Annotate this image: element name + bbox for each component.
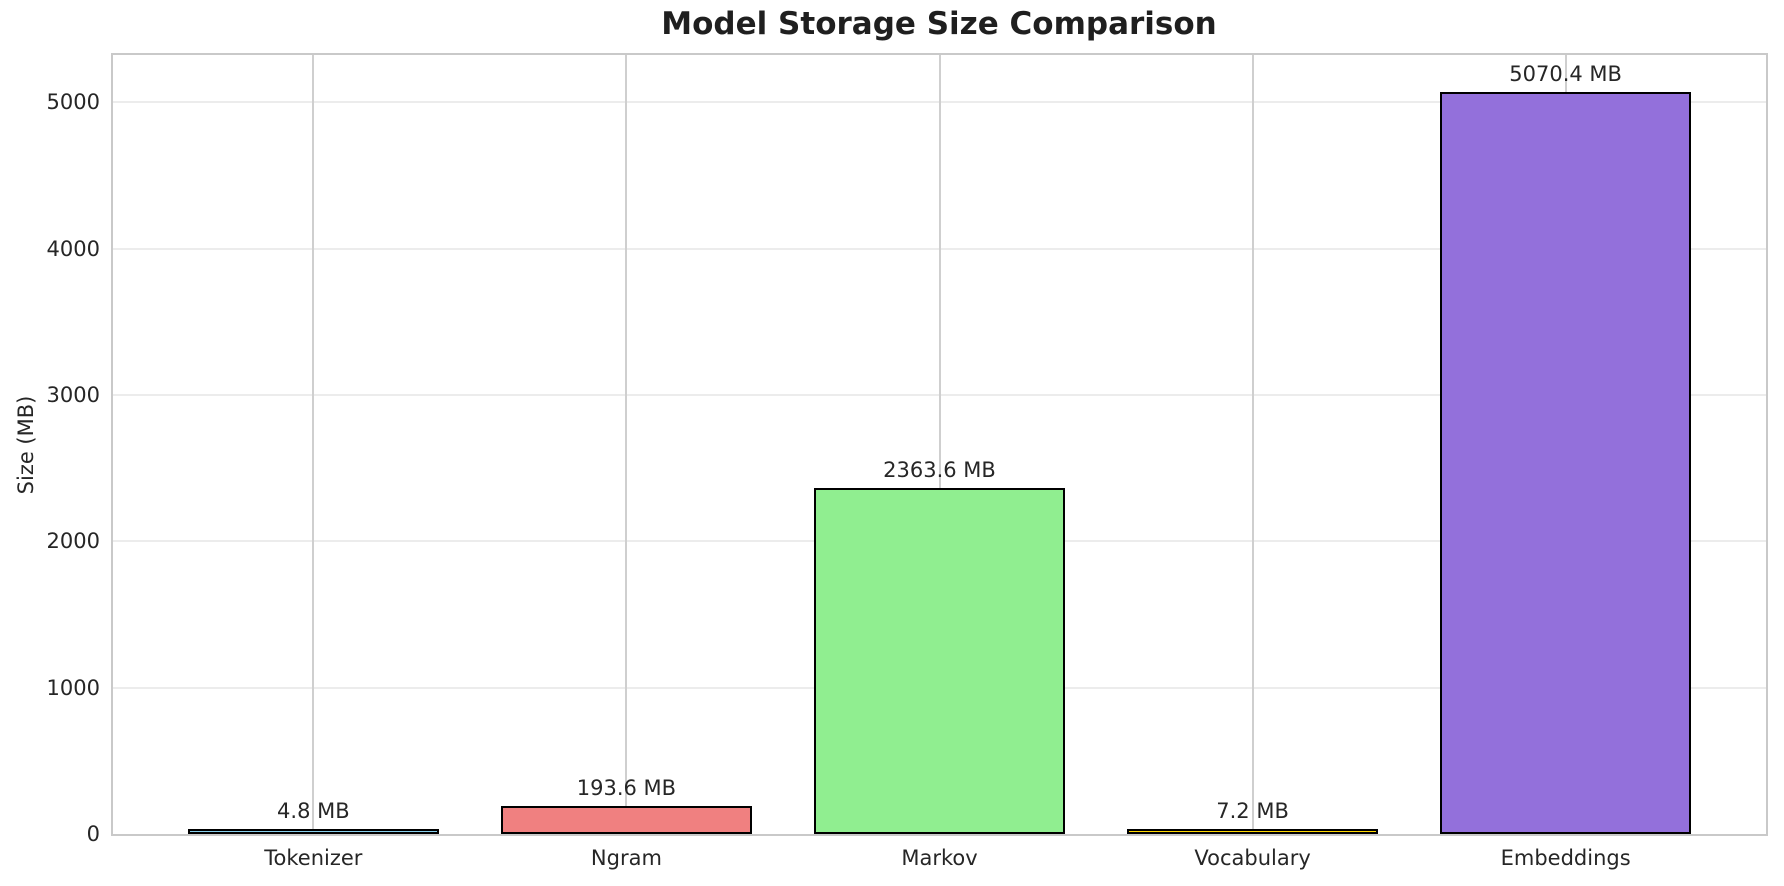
y-tick-label-3000: 3000 (46, 383, 100, 408)
v-gridline-markov (938, 55, 941, 834)
x-tick-label-embeddings: Embeddings (1500, 846, 1631, 870)
bar-vocabulary (1127, 829, 1378, 834)
bar-markov (814, 488, 1065, 834)
v-gridline-tokenizer (312, 55, 315, 834)
bar-value-label-embeddings: 5070.4 MB (1509, 62, 1622, 87)
y-tick-label-0: 0 (86, 822, 100, 846)
y-tick-label-1000: 1000 (46, 675, 100, 700)
x-tick-label-ngram: Ngram (590, 846, 662, 870)
bar-ngram (501, 805, 752, 834)
bar-value-label-tokenizer: 4.8 MB (277, 799, 350, 823)
y-tick-label-5000: 5000 (46, 90, 100, 115)
x-tick-label-tokenizer: Tokenizer (264, 846, 363, 870)
bar-tokenizer (188, 829, 439, 834)
v-gridline-vocabulary (1251, 55, 1254, 834)
bar-value-label-vocabulary: 7.2 MB (1216, 799, 1289, 823)
bar-value-label-markov: 2363.6 MB (883, 458, 996, 483)
x-tick-label-vocabulary: Vocabulary (1194, 846, 1311, 870)
x-tick-label-markov: Markov (901, 846, 978, 870)
chart-title: Model Storage Size Comparison (661, 6, 1217, 42)
bar-value-label-ngram: 193.6 MB (576, 775, 677, 800)
y-axis-label: Size (MB) (14, 395, 38, 495)
v-gridline-ngram (625, 55, 628, 834)
y-tick-label-4000: 4000 (46, 236, 100, 261)
y-tick-label-2000: 2000 (46, 529, 100, 554)
bar-embeddings (1440, 92, 1691, 834)
plot-area: 4.8 MB 193.6 MB 2363.6 MB 7.2 MB 5070.4 MB (111, 53, 1768, 836)
